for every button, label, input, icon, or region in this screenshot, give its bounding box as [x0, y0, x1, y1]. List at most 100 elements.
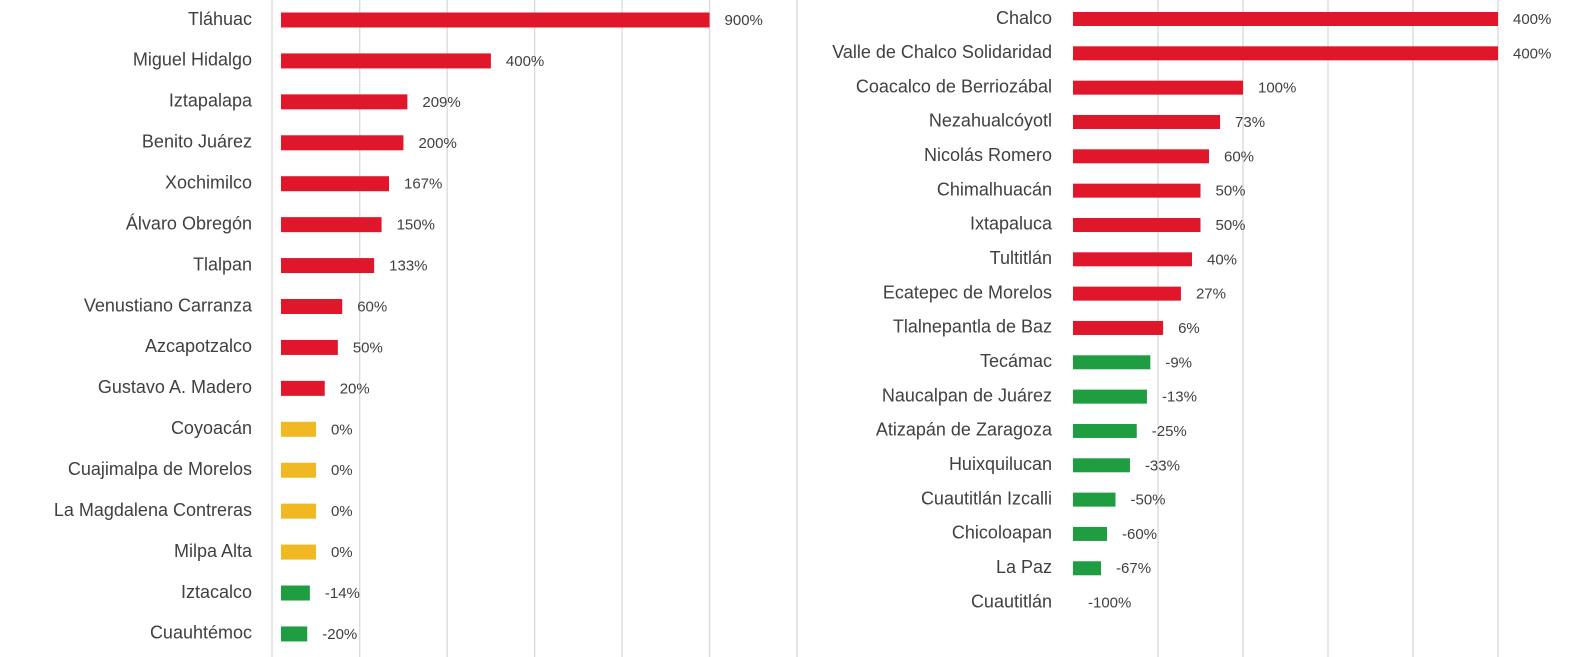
- category-label: Tlalnepantla de Baz: [893, 317, 1052, 337]
- value-label: 50%: [1216, 183, 1246, 200]
- bar: [1073, 217, 1201, 232]
- value-label: 400%: [506, 53, 544, 70]
- bar: [281, 462, 316, 478]
- bar: [1073, 389, 1147, 404]
- value-label: -14%: [325, 585, 360, 602]
- bar: [281, 421, 316, 437]
- category-label: Naucalpan de Juárez: [882, 385, 1052, 405]
- value-label: 60%: [357, 298, 387, 315]
- category-label: Nezahualcóyotl: [929, 111, 1052, 131]
- category-label: Tecámac: [980, 351, 1052, 371]
- category-label: Ixtapaluca: [970, 214, 1053, 234]
- bar: [1073, 286, 1181, 301]
- bar: [1073, 492, 1116, 507]
- category-label: Atizapán de Zaragoza: [876, 420, 1053, 440]
- category-label: Álvaro Obregón: [126, 213, 252, 233]
- value-label: 27%: [1196, 286, 1226, 303]
- bar: [1073, 80, 1243, 95]
- bar: [281, 135, 404, 151]
- bar: [281, 12, 710, 28]
- value-label: 150%: [397, 217, 435, 234]
- bar: [1073, 526, 1107, 541]
- bar: [1073, 458, 1130, 473]
- bar: [1073, 149, 1209, 164]
- value-label: -50%: [1131, 492, 1166, 509]
- category-label: Tláhuac: [188, 9, 252, 29]
- value-label: 6%: [1178, 320, 1200, 337]
- category-label: Iztacalco: [181, 582, 252, 602]
- category-label: Xochimilco: [165, 172, 252, 192]
- category-label: Chalco: [996, 8, 1052, 28]
- bar: [1073, 183, 1201, 198]
- value-label: -33%: [1145, 457, 1180, 474]
- bar: [1073, 252, 1192, 267]
- value-label: 133%: [389, 258, 427, 275]
- category-label: Tultitlán: [990, 248, 1052, 268]
- category-label: Coacalco de Berriozábal: [856, 76, 1052, 96]
- bar: [1073, 46, 1498, 61]
- category-label: Chimalhuacán: [937, 179, 1052, 199]
- category-label: Valle de Chalco Solidaridad: [832, 42, 1052, 62]
- value-label: 0%: [331, 503, 353, 520]
- category-label: Milpa Alta: [174, 541, 253, 561]
- value-label: 50%: [353, 339, 383, 356]
- value-label: 60%: [1224, 148, 1254, 165]
- category-label: Tlalpan: [193, 254, 252, 274]
- bar: [281, 53, 491, 69]
- value-label: 50%: [1216, 217, 1246, 234]
- category-label: Cuajimalpa de Morelos: [68, 459, 252, 479]
- bar: [1073, 355, 1151, 370]
- value-label: 73%: [1235, 114, 1265, 131]
- bar: [281, 339, 338, 355]
- bar: [1073, 12, 1498, 26]
- category-label: Coyoacán: [171, 418, 252, 438]
- value-label: -67%: [1116, 560, 1151, 577]
- category-label: Venustiano Carranza: [84, 295, 253, 315]
- value-label: 209%: [422, 94, 460, 111]
- category-label: Iztapalapa: [169, 91, 253, 111]
- category-label: Nicolás Romero: [924, 145, 1052, 165]
- category-label: La Magdalena Contreras: [54, 500, 252, 520]
- value-label: 0%: [331, 421, 353, 438]
- bar: [281, 217, 382, 233]
- bar: [281, 176, 390, 192]
- category-label: Ecatepec de Morelos: [883, 282, 1052, 302]
- value-label: 0%: [331, 462, 353, 479]
- category-label: Benito Juárez: [142, 132, 252, 152]
- value-label: 100%: [1258, 80, 1296, 97]
- value-label: 167%: [404, 176, 442, 193]
- bar: [1073, 561, 1102, 576]
- value-label: -20%: [322, 626, 357, 643]
- bar: [281, 94, 408, 110]
- category-label: Gustavo A. Madero: [98, 377, 252, 397]
- bar: [281, 299, 343, 315]
- category-label: Cuautitlán: [971, 591, 1052, 611]
- category-label: Chicoloapan: [952, 523, 1052, 543]
- category-label: La Paz: [996, 557, 1052, 577]
- value-label: 20%: [340, 380, 370, 397]
- value-label: 0%: [331, 544, 353, 561]
- category-label: Huixquilucan: [949, 454, 1052, 474]
- bar: [1073, 423, 1137, 438]
- category-label: Miguel Hidalgo: [133, 50, 252, 70]
- value-label: 400%: [1513, 11, 1551, 28]
- value-label: -9%: [1165, 354, 1192, 371]
- category-label: Cuautitlán Izcalli: [921, 488, 1052, 508]
- bar: [281, 503, 316, 519]
- bar: [281, 544, 316, 560]
- bar: [281, 380, 325, 396]
- value-label: 400%: [1513, 45, 1551, 62]
- bar: [281, 626, 308, 642]
- value-label: 200%: [418, 135, 456, 152]
- value-label: 40%: [1207, 251, 1237, 268]
- bar: [281, 585, 310, 601]
- value-label: -100%: [1088, 595, 1131, 612]
- value-label: -25%: [1152, 423, 1187, 440]
- bar: [281, 258, 375, 274]
- value-label: 900%: [725, 12, 763, 29]
- bar: [1073, 320, 1164, 335]
- category-label: Azcapotzalco: [145, 336, 252, 356]
- value-label: -13%: [1162, 389, 1197, 406]
- bar: [1073, 114, 1221, 129]
